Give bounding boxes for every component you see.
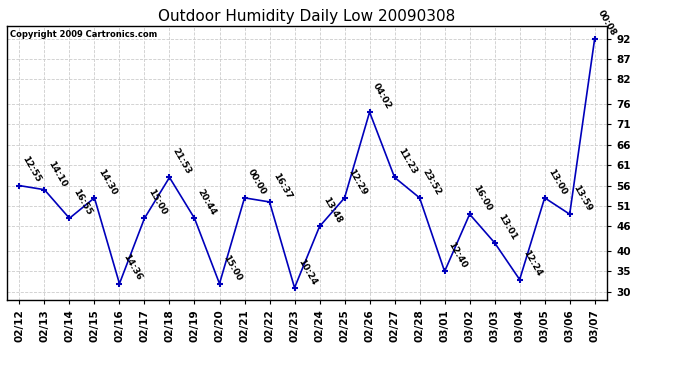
Text: 12:40: 12:40 bbox=[446, 241, 468, 270]
Text: 14:36: 14:36 bbox=[121, 253, 143, 282]
Text: 23:52: 23:52 bbox=[421, 167, 443, 196]
Text: 16:55: 16:55 bbox=[71, 188, 93, 217]
Text: 15:00: 15:00 bbox=[146, 188, 168, 217]
Text: 11:23: 11:23 bbox=[396, 147, 418, 176]
Text: 16:37: 16:37 bbox=[271, 171, 293, 201]
Title: Outdoor Humidity Daily Low 20090308: Outdoor Humidity Daily Low 20090308 bbox=[159, 9, 455, 24]
Text: 14:10: 14:10 bbox=[46, 159, 68, 188]
Text: Copyright 2009 Cartronics.com: Copyright 2009 Cartronics.com bbox=[10, 30, 157, 39]
Text: 16:00: 16:00 bbox=[471, 184, 493, 213]
Text: 04:02: 04:02 bbox=[371, 81, 393, 111]
Text: 14:30: 14:30 bbox=[96, 167, 118, 196]
Text: 13:59: 13:59 bbox=[571, 183, 593, 213]
Text: 13:01: 13:01 bbox=[496, 212, 518, 242]
Text: 15:00: 15:00 bbox=[221, 253, 243, 282]
Text: 00:08: 00:08 bbox=[596, 8, 618, 37]
Text: 12:29: 12:29 bbox=[346, 167, 368, 196]
Text: 13:48: 13:48 bbox=[321, 196, 343, 225]
Text: 13:00: 13:00 bbox=[546, 167, 568, 196]
Text: 21:53: 21:53 bbox=[171, 147, 193, 176]
Text: 10:24: 10:24 bbox=[296, 257, 318, 286]
Text: 20:44: 20:44 bbox=[196, 188, 218, 217]
Text: 12:24: 12:24 bbox=[521, 249, 543, 278]
Text: 12:55: 12:55 bbox=[21, 155, 43, 184]
Text: 00:00: 00:00 bbox=[246, 168, 268, 196]
